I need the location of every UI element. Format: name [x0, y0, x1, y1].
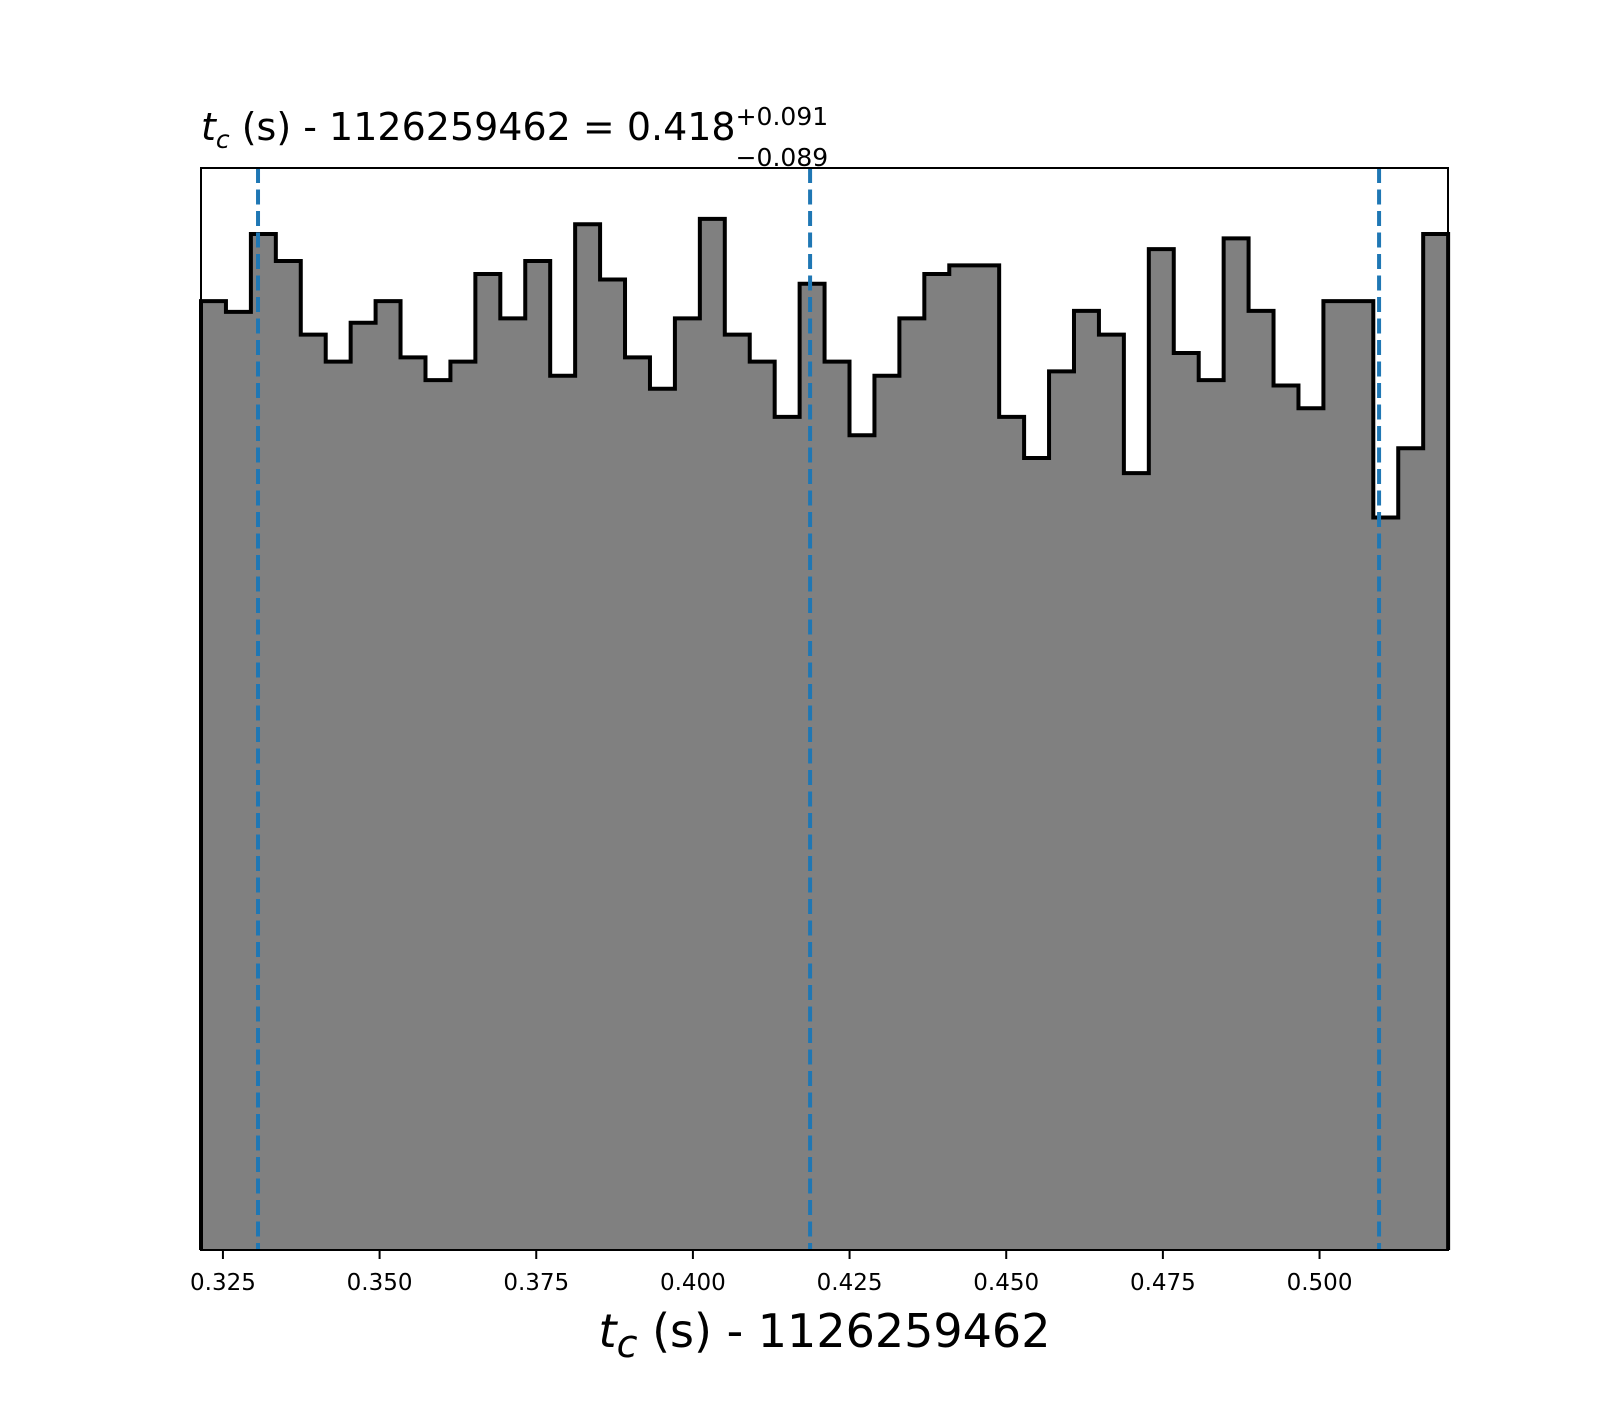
- axes-frame: [200, 167, 1449, 1251]
- histogram-bar: [350, 322, 377, 1250]
- histogram-bar: [400, 357, 427, 1251]
- plot-area: [199, 168, 1451, 1251]
- histogram-bar: [724, 334, 751, 1250]
- x-tick-label: 0.475: [1130, 1270, 1196, 1296]
- x-tick-label: 0.350: [347, 1270, 413, 1296]
- x-axis-ticks: 0.325 0.350 0.375 0.400 0.425 0.450 0.475 0.500: [190, 1250, 1352, 1296]
- histogram-bar: [899, 318, 925, 1250]
- histogram-bar: [1248, 310, 1275, 1251]
- histogram-bar: [450, 361, 476, 1251]
- histogram-bar: [1223, 238, 1250, 1250]
- histogram-bar: [1073, 310, 1100, 1251]
- x-tick-label: 0.450: [973, 1270, 1039, 1296]
- x-tick-label: 0.375: [503, 1270, 569, 1296]
- histogram-bar: [1273, 385, 1300, 1250]
- histogram-bar: [300, 334, 327, 1250]
- histogram-bar: [1398, 448, 1424, 1250]
- histogram-bar: [600, 279, 626, 1250]
- title-variable: t: [201, 105, 218, 149]
- histogram-bar: [550, 375, 576, 1250]
- histogram-bar: [1098, 334, 1125, 1250]
- histogram-bar: [275, 261, 302, 1250]
- histogram-step-outline: [199, 216, 1451, 1250]
- histogram-bar: [1198, 380, 1225, 1250]
- histogram-bar: [575, 224, 601, 1250]
- histogram-bar: [1323, 301, 1349, 1250]
- histogram-bar: [525, 261, 551, 1250]
- title-upper-error: +0.091: [736, 102, 829, 131]
- histogram-bar: [799, 283, 826, 1250]
- histogram-bar: [1049, 371, 1075, 1250]
- histogram-bar: [924, 274, 950, 1250]
- histogram-bar: [325, 361, 352, 1251]
- histogram-bar: [824, 361, 851, 1251]
- histogram-bar: [425, 380, 452, 1250]
- x-tick-label: 0.400: [660, 1270, 726, 1296]
- histogram-bar: [974, 265, 1000, 1250]
- title-expression: (s) - 1126259462 = 0.418: [230, 105, 736, 149]
- histogram-bar: [1148, 249, 1175, 1250]
- title-variable-subscript: c: [216, 125, 230, 154]
- histogram-bar: [1173, 353, 1200, 1251]
- histogram-bar: [225, 311, 252, 1250]
- histogram-bar: [874, 375, 900, 1250]
- histogram-bar: [774, 416, 801, 1250]
- histogram-bar: [1348, 301, 1374, 1250]
- histogram-bar: [250, 234, 277, 1250]
- histogram-bar: [375, 301, 402, 1250]
- histogram-bar: [1123, 473, 1150, 1250]
- histogram-bar: [625, 357, 651, 1251]
- xlabel-variable: t: [599, 1304, 619, 1358]
- histogram-bar: [475, 274, 501, 1250]
- chart-title: tc (s) - 1126259462 = 0.418+0.091 −0.089: [201, 102, 828, 172]
- histogram-bar: [674, 318, 701, 1250]
- histogram-bar: [999, 416, 1025, 1250]
- histogram-bar: [699, 218, 726, 1250]
- histogram-bar: [1423, 234, 1449, 1250]
- x-tick-label: 0.325: [190, 1270, 256, 1296]
- xlabel-variable-subscript: c: [617, 1322, 638, 1366]
- x-tick-label: 0.425: [817, 1270, 883, 1296]
- histogram-bar: [949, 265, 975, 1250]
- xlabel-expression: (s) - 1126259462: [637, 1304, 1050, 1358]
- histogram-bar: [1298, 408, 1325, 1251]
- histogram-bar: [649, 388, 676, 1250]
- x-axis-label: tc (s) - 1126259462: [599, 1304, 1051, 1366]
- histogram-bar: [201, 301, 227, 1250]
- histogram-bar: [1024, 457, 1050, 1250]
- histogram-bar: [749, 361, 776, 1251]
- histogram-bar: [849, 435, 876, 1250]
- histogram-bar: [500, 318, 526, 1250]
- x-tick-label: 0.500: [1287, 1270, 1353, 1296]
